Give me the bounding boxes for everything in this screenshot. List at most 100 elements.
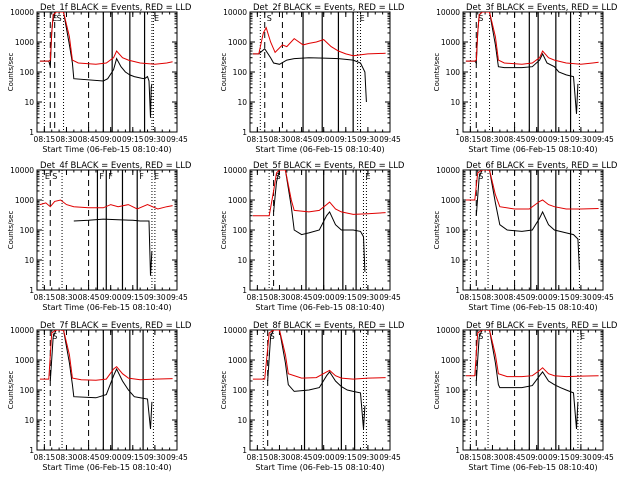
x-tick-label: 09:45 [592,453,614,462]
event-marker-label: S [267,14,272,23]
y-tick-label: 100 [233,386,248,395]
y-tick-label: 10 [24,416,34,425]
lld-series-line [465,170,599,210]
x-tick-label: 08:30 [269,293,291,302]
y-tick-label: 10000 [10,166,34,175]
events-series-line [475,170,580,270]
x-tick-label: 08:45 [291,453,313,462]
y-tick-label: 1000 [15,196,34,205]
y-tick-label: 10000 [223,326,247,335]
x-tick-label: 08:45 [504,293,526,302]
event-marker-label: S [52,332,57,341]
x-tick-label: 08:45 [504,135,526,144]
y-tick-label: 1 [29,286,34,295]
detector-panel: Det_5f BLACK = Events, RED = LLD 1 10 100 10… [220,161,405,312]
y-tick-label: 100 [446,226,461,235]
x-tick-label: 08:45 [78,293,100,302]
y-axis-title: Counts/sec [220,53,228,92]
panel-title: Det_6f BLACK = Events, RED = LLD [466,161,618,171]
lld-series-line [252,170,386,217]
x-tick-label: 08:45 [504,453,526,462]
series-group [465,12,599,114]
events-series-line [267,330,366,430]
y-tick-label: 10 [450,416,460,425]
x-tick-label: 08:15 [247,135,269,144]
y-axis-title: Counts/sec [7,371,15,410]
y-tick-label: 10 [237,416,247,425]
x-tick-label: 08:30 [56,293,78,302]
x-tick-label: 09:30 [570,135,592,144]
y-tick-label: 100 [20,226,35,235]
x-tick-label: 09:45 [166,293,188,302]
event-marker-label: E [154,14,159,23]
event-marker-label: S [52,172,57,181]
y-tick-label: 1000 [441,356,460,365]
plot-frame [462,11,604,133]
x-tick-label: 08:15 [34,453,56,462]
x-tick-label: 09:45 [592,293,614,302]
detector-panel: Det_4f BLACK = Events, RED = LLD 1 10 100 10… [7,161,192,312]
x-tick-label: 08:30 [269,453,291,462]
x-tick-label: 09:30 [357,453,379,462]
lld-series-line [39,199,173,210]
event-marker-label: F [139,172,144,181]
y-axis-title: Counts/sec [433,371,441,410]
series-group [39,199,173,276]
x-tick-label: 09:30 [570,453,592,462]
x-tick-label: 08:30 [482,453,504,462]
x-tick-label: 08:45 [78,135,100,144]
panel-title: Det_7f BLACK = Events, RED = LLD [40,321,192,331]
y-tick-label: 1000 [15,38,34,47]
events-series-line [39,12,153,118]
x-tick-label: 09:00 [100,135,122,144]
panel-title: Det_9f BLACK = Events, RED = LLD [466,321,618,331]
series-group [252,26,386,103]
series-group [465,330,599,430]
detector-panel: Det_3f BLACK = Events, RED = LLD 1 10 100 10… [433,3,618,154]
series-group [465,170,599,270]
y-tick-label: 10000 [223,8,247,17]
x-tick-label: 08:15 [34,135,56,144]
x-tick-label: 09:30 [357,293,379,302]
y-tick-label: 10000 [10,8,34,17]
event-marker-label: E [365,172,370,181]
y-tick-label: 1 [29,446,34,455]
x-tick-label: 09:45 [166,135,188,144]
event-marker-label: E [360,14,365,23]
plot-frame [462,169,604,291]
detector-panel: Det_9f BLACK = Events, RED = LLD 1 10 100 10… [433,321,618,472]
x-tick-label: 09:45 [379,453,401,462]
x-axis-title: Start Time (06-Feb-15 08:10:40) [255,145,384,154]
x-tick-label: 09:00 [526,453,548,462]
y-tick-label: 1 [242,128,247,137]
detector-panel: Det_8f BLACK = Events, RED = LLD 1 10 100 10… [220,321,405,472]
y-axis-title: Counts/sec [220,371,228,410]
event-marker-label: S [270,332,275,341]
y-axis-title: Counts/sec [220,211,228,250]
x-tick-label: 09:00 [100,453,122,462]
y-tick-label: 10000 [436,8,460,17]
x-tick-label: 09:15 [548,453,570,462]
x-tick-label: 09:15 [122,293,144,302]
y-axis-title: Counts/sec [7,211,15,250]
x-tick-label: 09:30 [144,135,166,144]
x-tick-label: 08:30 [482,293,504,302]
event-marker-label: E [52,14,57,23]
x-tick-label: 08:45 [78,453,100,462]
x-tick-label: 09:30 [144,453,166,462]
y-tick-label: 10 [237,98,247,107]
x-tick-label: 08:30 [269,135,291,144]
y-tick-label: 1 [242,286,247,295]
plot-frame [249,169,391,291]
y-tick-label: 10000 [10,326,34,335]
panel-title: Det_4f BLACK = Events, RED = LLD [40,161,192,171]
x-tick-label: 09:30 [144,293,166,302]
x-tick-label: 09:30 [570,293,592,302]
event-marker-label: F [108,172,113,181]
y-tick-label: 1000 [228,38,247,47]
x-tick-label: 08:45 [291,293,313,302]
event-marker-label: E [45,172,50,181]
x-axis-title: Start Time (06-Feb-15 08:10:40) [42,303,171,312]
y-tick-label: 10000 [436,326,460,335]
series-group [39,12,173,118]
